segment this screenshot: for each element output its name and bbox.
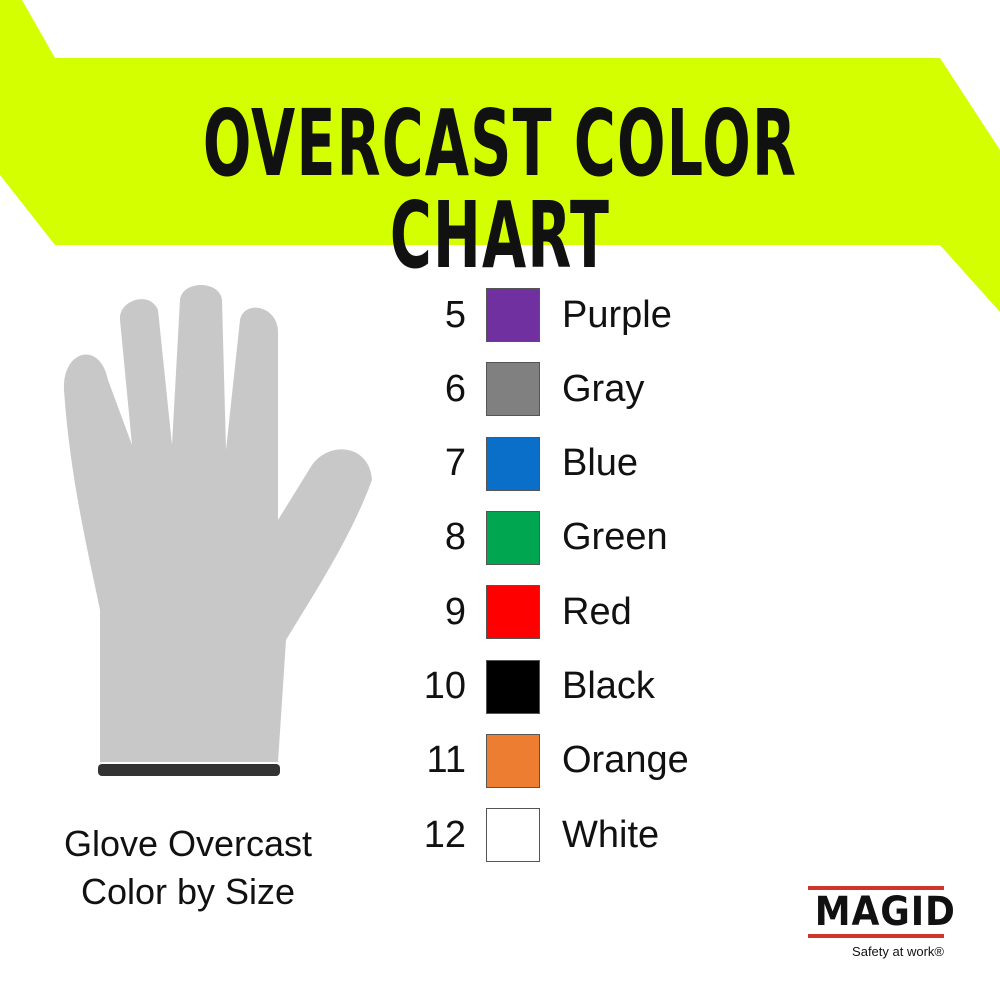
color-row: 7 Blue — [400, 436, 638, 492]
caption-line-1: Glove Overcast — [63, 823, 313, 864]
color-row: 6 Gray — [400, 361, 644, 417]
color-row: 11 Orange — [400, 733, 689, 789]
magid-logo: MAGID Safety at work® — [808, 886, 956, 959]
size-label: 6 — [444, 367, 466, 410]
size-label: 9 — [444, 590, 466, 633]
color-row: 10 Black — [400, 659, 655, 715]
color-row: 8 Green — [400, 510, 668, 566]
logo-top-line — [808, 886, 944, 890]
color-row: 5 Purple — [400, 287, 672, 343]
size-label: 10 — [423, 665, 466, 707]
color-swatch — [486, 659, 540, 714]
glove-cuff — [98, 764, 280, 776]
color-name: Orange — [562, 739, 689, 782]
color-name: Gray — [562, 367, 645, 410]
color-swatch — [486, 808, 540, 863]
glove-caption: Glove Overcast Color by Size — [28, 820, 348, 916]
size-label: 7 — [444, 442, 466, 485]
title-banner — [0, 0, 1000, 312]
size-label: 8 — [444, 516, 466, 559]
size-label: 11 — [426, 739, 466, 782]
banner-shape — [0, 0, 1000, 312]
logo-tagline: Safety at work® — [852, 944, 944, 959]
color-name: Red — [562, 590, 632, 633]
size-label: 12 — [423, 813, 466, 856]
size-label: 5 — [444, 293, 466, 336]
color-row: 9 Red — [400, 584, 632, 640]
caption-line-2: Color by Size — [80, 871, 296, 912]
logo-brand: MAGID — [814, 889, 956, 935]
color-name: White — [562, 813, 660, 856]
color-name: Blue — [562, 442, 639, 485]
glove-icon — [63, 285, 373, 776]
color-name: Purple — [562, 293, 672, 336]
page-title: OVERCAST COLOR CHART — [202, 90, 798, 289]
color-swatch — [486, 436, 540, 491]
logo-bottom-line — [808, 934, 944, 938]
color-swatch — [486, 362, 540, 417]
color-name: Black — [562, 665, 655, 707]
color-swatch — [486, 585, 540, 640]
color-swatch — [486, 733, 540, 788]
color-swatch — [486, 510, 540, 565]
color-swatch — [486, 288, 540, 342]
color-name: Green — [562, 516, 668, 559]
color-row: 12 White — [400, 807, 659, 863]
